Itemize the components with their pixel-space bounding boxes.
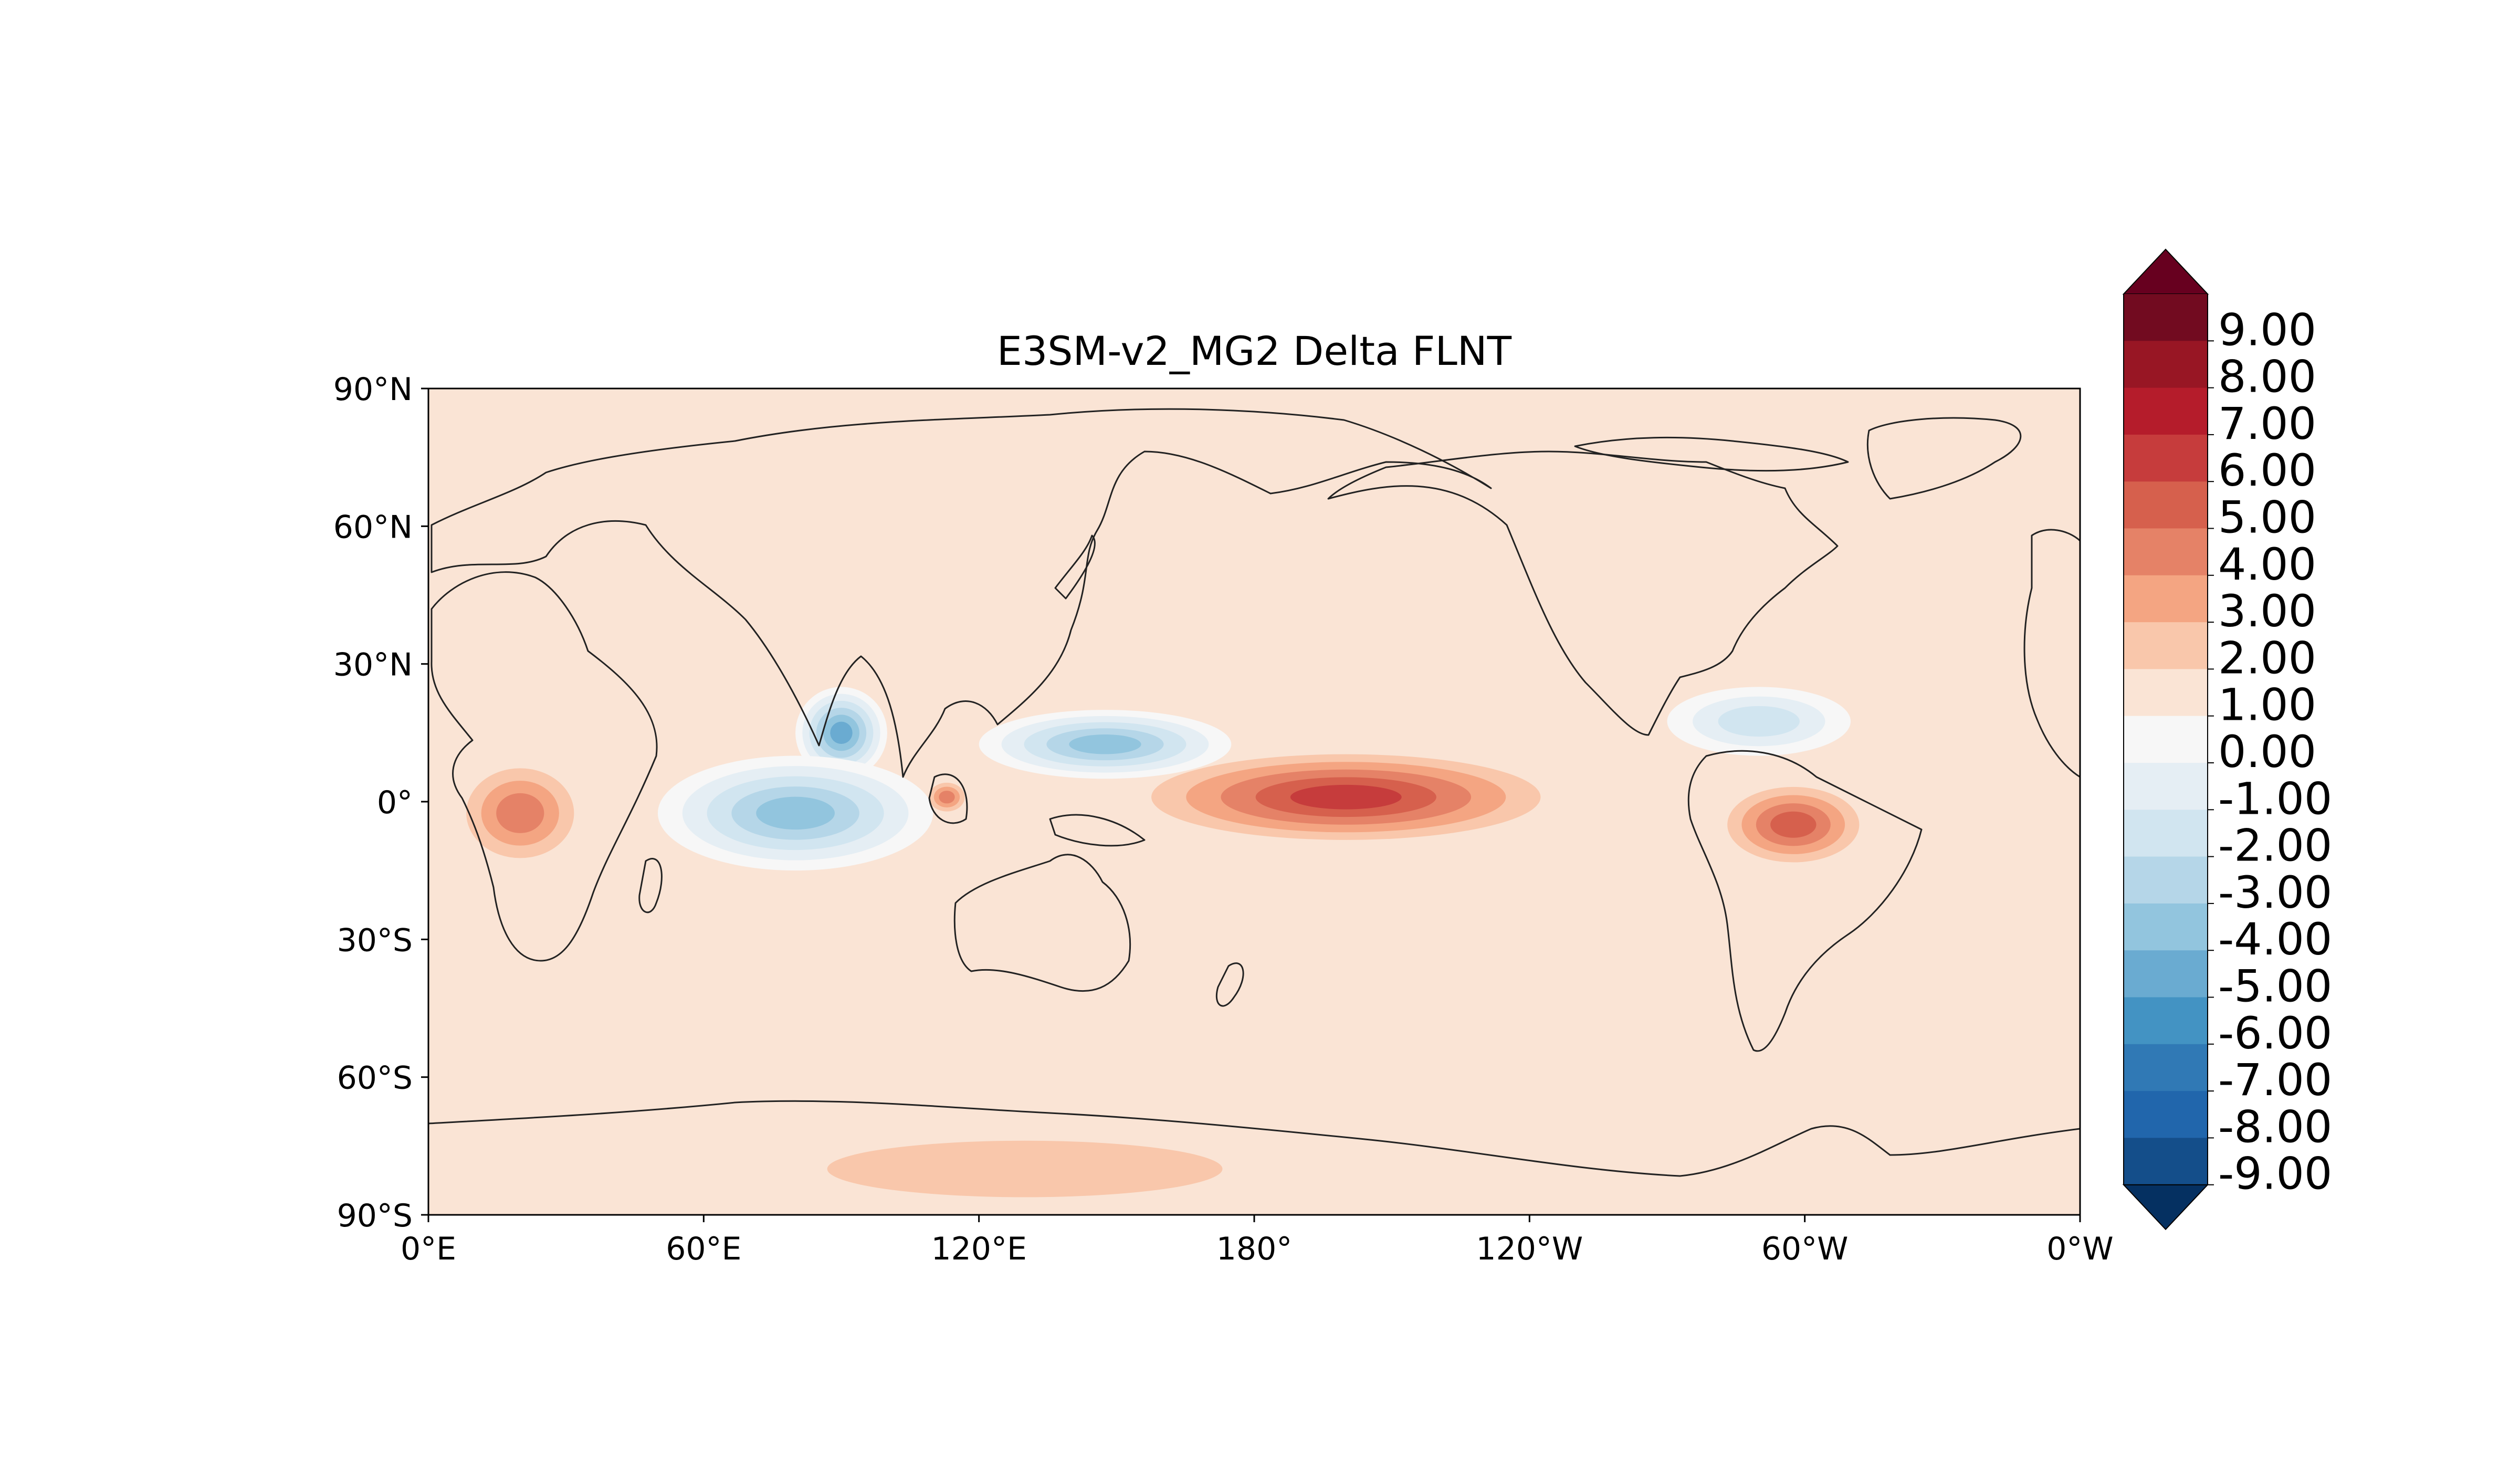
colorbar-label: -9.00 bbox=[2218, 1148, 2332, 1200]
colorbar-label: 7.00 bbox=[2218, 398, 2316, 449]
coast-south-america bbox=[1687, 750, 1923, 1052]
coast-greenland bbox=[1866, 417, 2022, 500]
contour-level bbox=[939, 791, 955, 804]
colorbar: 9.008.007.006.005.004.003.002.001.000.00… bbox=[2122, 248, 2332, 1231]
colorbar-segment bbox=[2124, 950, 2208, 998]
x-tick-label: 120°W bbox=[1476, 1231, 1583, 1267]
colorbar-label: -8.00 bbox=[2218, 1101, 2332, 1152]
colorbar-segment bbox=[2124, 528, 2208, 576]
coast-north-america bbox=[1327, 450, 1839, 736]
contour-level bbox=[827, 1140, 1223, 1198]
colorbar-label: 8.00 bbox=[2218, 351, 2316, 403]
colorbar-label: -3.00 bbox=[2218, 867, 2332, 918]
coast-madagascar bbox=[638, 858, 663, 914]
y-tick-label: 30°N bbox=[333, 647, 413, 684]
field-feature bbox=[923, 779, 970, 816]
map-axes bbox=[427, 387, 2081, 1216]
contour-field bbox=[451, 687, 1874, 1215]
x-tick-label: 0°W bbox=[2046, 1231, 2114, 1267]
colorbar-segment bbox=[2124, 387, 2208, 435]
colorbar-segment bbox=[2124, 903, 2208, 951]
y-tick-label: 60°S bbox=[337, 1060, 413, 1097]
colorbar-label: 1.00 bbox=[2218, 679, 2316, 731]
contour-level bbox=[830, 721, 853, 744]
x-tick-label: 60°E bbox=[666, 1231, 741, 1267]
y-tick-label: 30°S bbox=[337, 922, 413, 959]
colorbar-segment bbox=[2124, 575, 2208, 623]
field-feature bbox=[704, 1123, 1346, 1215]
colorbar-label: 2.00 bbox=[2218, 632, 2316, 684]
colorbar-segment bbox=[2124, 997, 2208, 1045]
colorbar-label: -1.00 bbox=[2218, 773, 2332, 824]
coastlines bbox=[428, 408, 2080, 1177]
field-feature bbox=[1713, 779, 1874, 871]
colorbar-label: -7.00 bbox=[2218, 1054, 2332, 1106]
colorbar-segment bbox=[2124, 341, 2208, 388]
colorbar-segment bbox=[2124, 481, 2208, 529]
colorbar-label: 3.00 bbox=[2218, 585, 2316, 637]
field-feature bbox=[795, 687, 887, 779]
colorbar-segment bbox=[2124, 434, 2208, 482]
coast-arctic-islands bbox=[1574, 436, 1849, 472]
colorbar-segment bbox=[2124, 763, 2208, 811]
colorbar-segment bbox=[2124, 669, 2208, 717]
colorbar-segment bbox=[2124, 1091, 2208, 1139]
field-feature bbox=[657, 755, 933, 871]
field-feature bbox=[1116, 747, 1576, 848]
coast-new-zealand bbox=[1215, 962, 1244, 1007]
y-axis: 90°N 60°N 30°N 0° 30°S 60°S 90°S bbox=[333, 371, 428, 1234]
colorbar-label: 6.00 bbox=[2218, 445, 2316, 496]
contour-level bbox=[1069, 734, 1141, 754]
colorbar-label: -4.00 bbox=[2218, 914, 2332, 965]
coast-europe-asia bbox=[430, 408, 1492, 778]
colorbar-segment bbox=[2124, 856, 2208, 904]
y-tick-label: 90°N bbox=[333, 371, 413, 408]
coast-antarctica bbox=[428, 1100, 2080, 1177]
colorbar-label: -5.00 bbox=[2218, 961, 2332, 1012]
x-tick-label: 180° bbox=[1216, 1231, 1293, 1267]
x-tick-label: 0°E bbox=[401, 1231, 456, 1267]
map-title: E3SM-v2_MG2 Delta FLNT bbox=[997, 328, 1512, 374]
colorbar-segment bbox=[2124, 622, 2208, 670]
coast-borneo bbox=[928, 773, 968, 824]
y-tick-label: 0° bbox=[377, 784, 413, 821]
field-feature bbox=[979, 710, 1232, 779]
x-tick-label: 60°W bbox=[1761, 1231, 1849, 1267]
contour-level bbox=[1770, 811, 1816, 838]
colorbar-label: 0.00 bbox=[2218, 726, 2316, 778]
colorbar-segment bbox=[2124, 1138, 2208, 1185]
colorbar-segment bbox=[2124, 810, 2208, 857]
contour-level bbox=[1718, 706, 1800, 737]
colorbar-segment bbox=[2124, 716, 2208, 763]
colorbar-label: -2.00 bbox=[2218, 820, 2332, 872]
x-axis: 0°E 60°E 120°E 180° 120°W 60°W 0°W bbox=[401, 1215, 2114, 1267]
colorbar-label: -6.00 bbox=[2218, 1007, 2332, 1059]
coast-australia bbox=[953, 854, 1131, 992]
coast-europe-west bbox=[2023, 529, 2080, 778]
colorbar-label: 5.00 bbox=[2218, 492, 2316, 543]
contour-level bbox=[496, 793, 544, 833]
colorbar-extend-max bbox=[2122, 248, 2209, 295]
colorbar-extend-min bbox=[2122, 1184, 2209, 1231]
colorbar-label: 4.00 bbox=[2218, 539, 2316, 590]
y-tick-label: 90°S bbox=[337, 1198, 413, 1234]
contour-level bbox=[756, 796, 835, 830]
contour-level bbox=[1290, 784, 1402, 810]
field-feature bbox=[1667, 687, 1851, 756]
y-tick-label: 60°N bbox=[333, 509, 413, 545]
coast-new-guinea bbox=[1049, 814, 1146, 847]
colorbar-label: 9.00 bbox=[2218, 304, 2316, 355]
colorbar-segment bbox=[2124, 1044, 2208, 1091]
coast-japan bbox=[1054, 534, 1096, 600]
coast-africa bbox=[430, 571, 658, 962]
x-tick-label: 120°E bbox=[931, 1231, 1026, 1267]
colorbar-segment bbox=[2124, 294, 2208, 342]
field-feature bbox=[451, 755, 589, 871]
